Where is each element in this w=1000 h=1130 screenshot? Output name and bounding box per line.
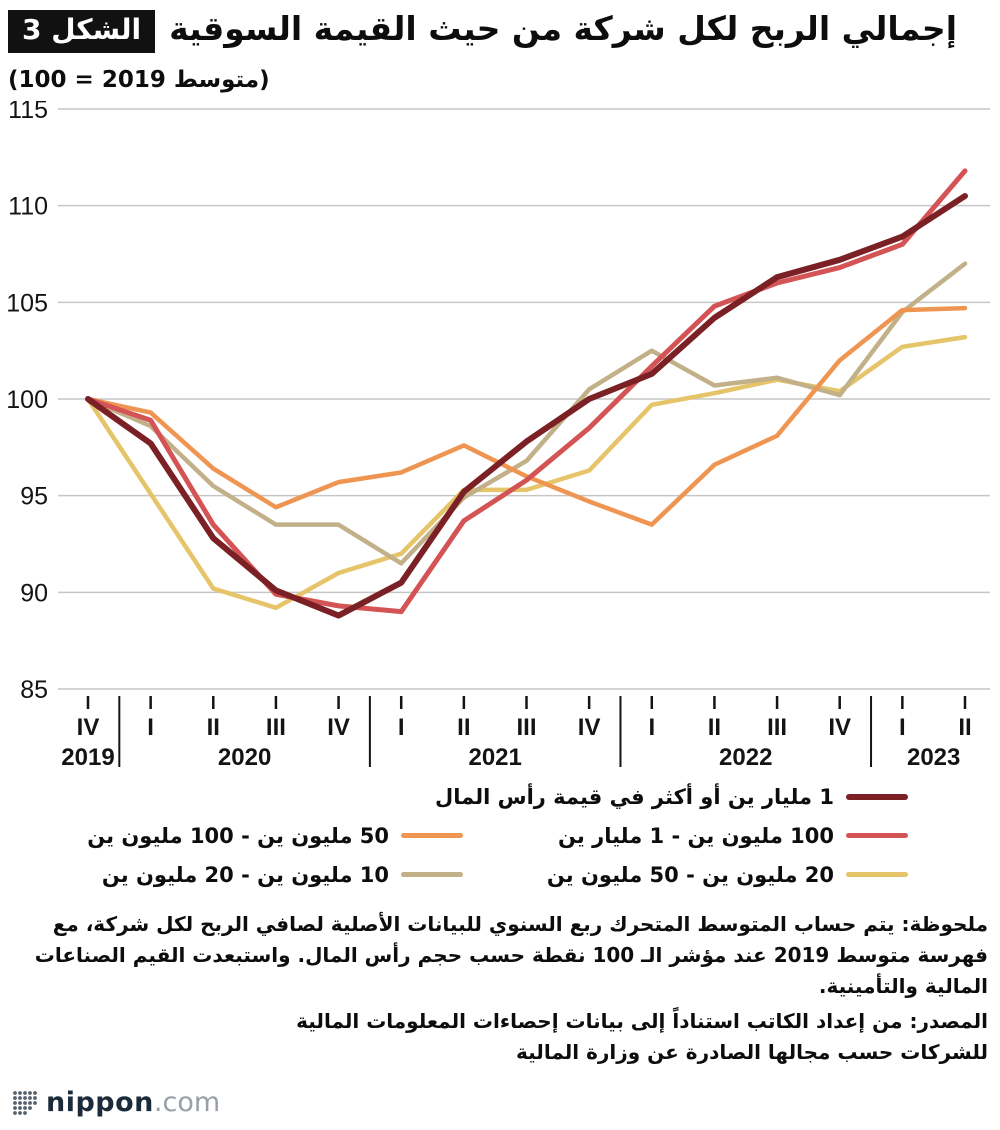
y-tick-label: 90 <box>20 579 48 607</box>
quarter-label: I <box>147 714 154 741</box>
year-label: 2022 <box>719 744 772 769</box>
y-tick-label: 95 <box>20 482 48 510</box>
legend-item-10m-20m: 10 مليون ين - 20 مليون ين <box>78 863 463 887</box>
legend-line-swatch-yellow <box>846 872 908 877</box>
legend-line-swatch-red <box>846 833 908 839</box>
logo-text: nippon <box>46 1087 154 1118</box>
nippon-logo: nippon.com <box>12 1087 220 1118</box>
legend-item-50m-100m: 50 مليون ين - 100 مليون ين <box>78 824 463 848</box>
y-tick-label: 100 <box>6 386 48 414</box>
series-line <box>85 305 968 527</box>
chart-legend: 1 مليار ين أو أكثر في قيمة رأس المال 50 … <box>78 785 908 887</box>
legend-label: 10 مليون ين - 20 مليون ين <box>101 862 389 887</box>
legend-label: 20 مليون ين - 50 مليون ين <box>546 862 834 887</box>
series-line <box>85 261 968 566</box>
quarter-label: III <box>516 714 536 741</box>
legend-label: 1 مليار ين أو أكثر في قيمة رأس المال <box>435 784 834 809</box>
chart-subtitle: (متوسط 2019 = 100) <box>8 66 270 93</box>
y-tick-label: 110 <box>8 192 48 220</box>
legend-line-swatch-tan <box>401 872 463 877</box>
logo-suffix: .com <box>153 1087 221 1118</box>
quarter-label: II <box>958 714 971 741</box>
quarter-label: I <box>648 714 655 741</box>
series-line <box>85 167 968 614</box>
figure-badge: الشكل 3 <box>8 10 156 53</box>
quarter-label: IV <box>327 714 350 741</box>
legend-item-20m-50m: 20 مليون ين - 50 مليون ين <box>523 863 908 887</box>
chart-note: ملحوظة: يتم حساب المتوسط المتحرك ربع الس… <box>34 911 988 998</box>
quarter-label: III <box>266 714 286 741</box>
chart-source: المصدر: من إعداد الكاتب استناداً إلى بيا… <box>296 1008 988 1064</box>
chart-title: إجمالي الربح لكل شركة من حيث القيمة السو… <box>169 9 957 48</box>
quarter-label: II <box>207 714 220 741</box>
legend-label: 100 مليون ين - 1 مليار ين <box>558 823 834 848</box>
legend-line-swatch-dark-red <box>846 793 908 800</box>
legend-label: 50 مليون ين - 100 مليون ين <box>87 823 389 848</box>
year-label: 2019 <box>61 744 114 769</box>
year-label: 2020 <box>218 744 271 769</box>
quarter-label: III <box>767 714 787 741</box>
legend-item-100m-1b: 100 مليون ين - 1 مليار ين <box>523 824 908 848</box>
chart-header: الشكل 3 إجمالي الربح لكل شركة من حيث الق… <box>0 0 1000 53</box>
year-label: 2023 <box>907 744 960 769</box>
y-tick-label: 115 <box>8 101 48 124</box>
quarter-label: II <box>708 714 721 741</box>
series-line <box>85 192 968 619</box>
quarter-label: IV <box>828 714 851 741</box>
quarter-label: IV <box>77 714 100 741</box>
year-label: 2021 <box>468 744 521 769</box>
quarter-label: IV <box>578 714 601 741</box>
y-tick-label: 85 <box>20 676 48 704</box>
quarter-label: I <box>398 714 405 741</box>
quarter-label: I <box>899 714 906 741</box>
legend-item-1billion-plus: 1 مليار ين أو أكثر في قيمة رأس المال <box>78 785 908 809</box>
quarter-label: II <box>457 714 470 741</box>
legend-line-swatch-orange <box>401 833 463 838</box>
nippon-logo-dots-icon <box>13 1090 37 1115</box>
y-tick-label: 105 <box>6 289 48 317</box>
